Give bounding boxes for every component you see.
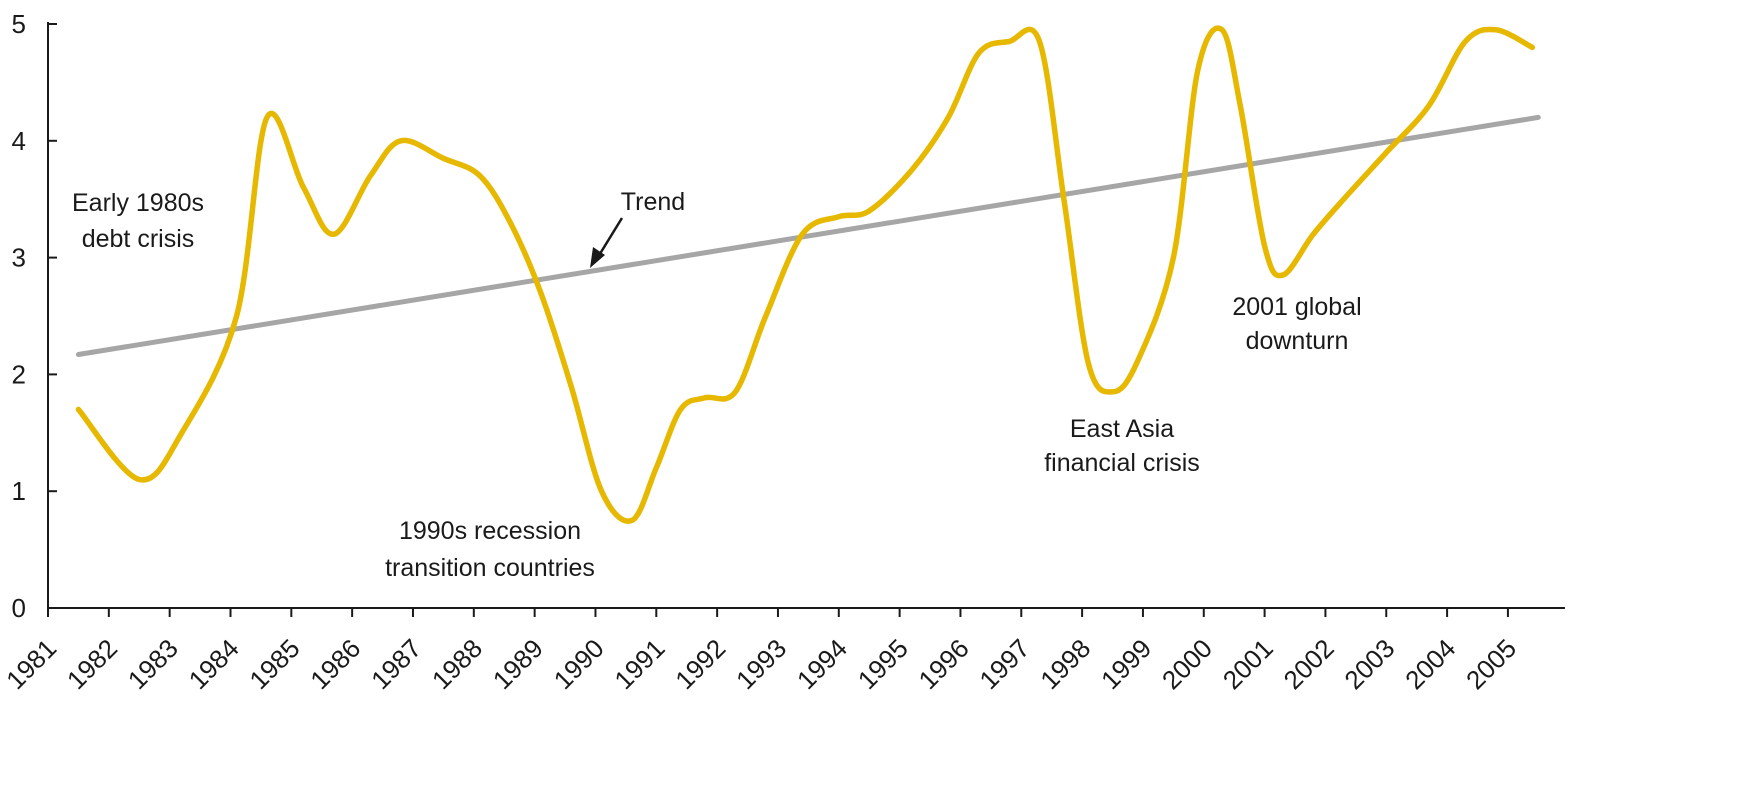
x-tick-label-1999: 1999: [1095, 633, 1157, 695]
x-tick-label-1998: 1998: [1034, 633, 1096, 695]
annotation-1990s-recession-line1: 1990s recession: [399, 517, 581, 545]
annotations: Early 1980s debt crisis 1990s recession …: [72, 188, 1362, 582]
annotation-1990s-recession-line2: transition countries: [385, 554, 595, 582]
trend-arrow-shaft: [596, 217, 624, 258]
x-tick-label-1983: 1983: [122, 633, 184, 695]
x-tick-label-1997: 1997: [973, 633, 1035, 695]
x-tick-label-1996: 1996: [913, 633, 975, 695]
x-tick-label-1988: 1988: [426, 633, 488, 695]
y-tick-label-3: 3: [12, 243, 26, 273]
x-tick-label-1995: 1995: [852, 633, 914, 695]
x-tick-label-2002: 2002: [1278, 633, 1340, 695]
x-tick-label-1981: 1981: [0, 633, 62, 695]
x-tick-label-1985: 1985: [243, 633, 305, 695]
annotation-early-1980s-line2: debt crisis: [82, 225, 195, 253]
annotation-trend-label: Trend: [621, 188, 685, 216]
x-tick-label-1984: 1984: [183, 633, 245, 695]
x-tick-label-2003: 2003: [1338, 633, 1400, 695]
x-tick-label-1994: 1994: [791, 633, 853, 695]
y-tick-label-0: 0: [12, 593, 26, 623]
x-tick-label-2004: 2004: [1399, 633, 1461, 695]
x-tick-label-1991: 1991: [608, 633, 670, 695]
x-tick-label-1992: 1992: [669, 633, 731, 695]
series-group: [75, 25, 1541, 524]
annotation-early-1980s-line1: Early 1980s: [72, 189, 204, 217]
x-tick-label-1993: 1993: [730, 633, 792, 695]
x-tick-label-2005: 2005: [1460, 633, 1522, 695]
x-tick-label-1986: 1986: [304, 633, 366, 695]
annotation-2001-downturn-line2: downturn: [1246, 327, 1349, 355]
trend-arrow-head: [590, 247, 605, 268]
x-tick-label-1987: 1987: [365, 633, 427, 695]
x-tick-label-1989: 1989: [487, 633, 549, 695]
y-tick-label-1: 1: [12, 476, 26, 506]
y-tick-label-2: 2: [12, 359, 26, 389]
x-tick-label-1982: 1982: [61, 633, 123, 695]
trend-line: [75, 114, 1541, 357]
x-tick-label-2001: 2001: [1217, 633, 1279, 695]
x-tick-label-2000: 2000: [1156, 633, 1218, 695]
annotation-2001-downturn-line1: 2001 global: [1232, 293, 1361, 321]
growth-series-line: [75, 25, 1536, 524]
annotation-east-asia-line1: East Asia: [1070, 415, 1174, 443]
annotation-east-asia-line2: financial crisis: [1044, 449, 1200, 477]
y-tick-label-5: 5: [12, 9, 26, 39]
y-tick-label-4: 4: [12, 126, 26, 156]
x-tick-label-1990: 1990: [548, 633, 610, 695]
